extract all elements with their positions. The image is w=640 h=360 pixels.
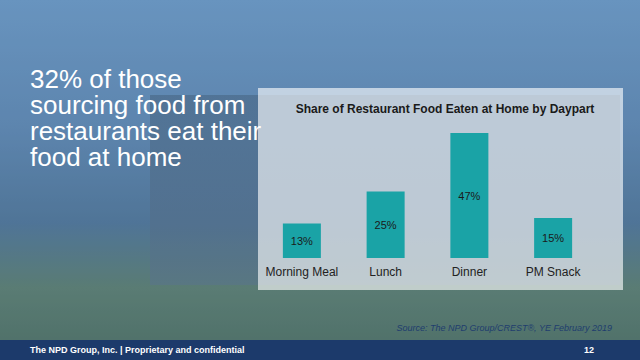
svg-text:47%: 47% [458,190,480,202]
svg-text:Share of Restaurant Food Eaten: Share of Restaurant Food Eaten at Home b… [296,102,595,116]
svg-text:15%: 15% [542,232,564,244]
svg-text:Morning Meal: Morning Meal [266,265,339,279]
html-text:32% of those sourcing food fro: 32% of those sourcing food from restaura… [30,64,262,172]
svg-text:PM Snack: PM Snack [526,265,582,279]
html-text:Source: The NPD Group/CREST®,: Source: The NPD Group/CREST®, YE Februar… [396,323,612,333]
html-text:The NPD Group, Inc. | Propriet: The NPD Group, Inc. | Proprietary and co… [30,345,245,355]
svg-text:Lunch: Lunch [369,265,402,279]
svg-text:Dinner: Dinner [452,265,487,279]
svg-text:25%: 25% [375,219,397,231]
svg-text:13%: 13% [291,235,313,247]
html-text:12: 12 [584,345,594,355]
